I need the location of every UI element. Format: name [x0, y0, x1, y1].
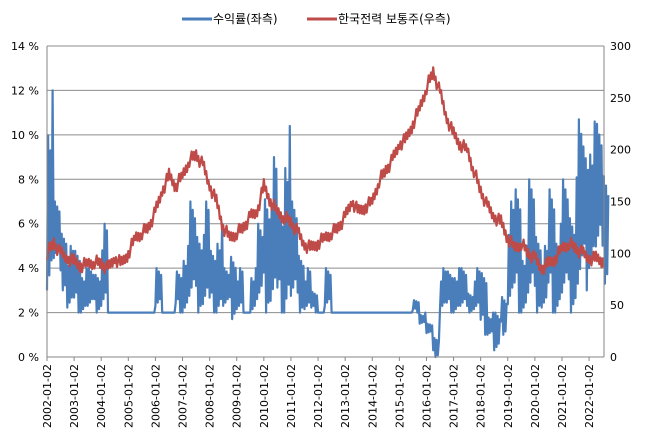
y-right-tick-label: 150	[610, 196, 631, 209]
y-right-tick-label: 0	[610, 351, 617, 364]
y-left-tick-label: 4 %	[18, 262, 39, 275]
x-tick-label: 2002-01-02	[41, 364, 54, 428]
x-tick-label: 2014-01-02	[366, 364, 379, 428]
x-tick-label: 2006-01-02	[149, 364, 162, 428]
x-tick-label: 2005-01-02	[122, 364, 135, 428]
x-tick-label: 2018-01-02	[475, 364, 488, 428]
x-tick-label: 2016-01-02	[420, 364, 433, 428]
y-left-tick-label: 12 %	[11, 84, 39, 97]
x-tick-label: 2007-01-02	[177, 364, 190, 428]
x-tick-label: 2010-01-02	[258, 364, 271, 428]
y-left-tick-label: 14 %	[11, 40, 39, 53]
y-left-tick-label: 10 %	[11, 129, 39, 142]
legend-label-returns: 수익률(좌측)	[213, 12, 278, 26]
y-right-tick-label: 100	[610, 247, 631, 260]
legend: 수익률(좌측) 한국전력 보통주(우측)	[182, 12, 451, 26]
x-tick-label: 2008-01-02	[204, 364, 217, 428]
returns-series-line	[45, 89, 610, 359]
y-left-tick-label: 6 %	[18, 218, 39, 231]
x-tick-label: 2020-01-02	[529, 364, 542, 428]
y-right-tick-label: 50	[610, 299, 624, 312]
x-tick-label: 2015-01-02	[393, 364, 406, 428]
legend-label-price: 한국전력 보통주(우측)	[338, 12, 451, 26]
y-right-tick-label: 250	[610, 92, 631, 105]
x-tick-label: 2021-01-02	[556, 364, 569, 428]
x-tick-label: 2009-01-02	[231, 364, 244, 428]
x-tick-label: 2003-01-02	[68, 364, 81, 428]
x-tick-label: 2022-01-02	[583, 364, 596, 428]
y-right-tick-label: 200	[610, 144, 631, 157]
x-tick-label: 2013-01-02	[339, 364, 352, 428]
y-left-tick-label: 8 %	[18, 173, 39, 186]
x-tick-label: 2011-01-02	[285, 364, 298, 428]
x-tick-label: 2004-01-02	[95, 364, 108, 428]
y-left-tick-label: 0 %	[18, 351, 39, 364]
axes: 0 %2 %4 %6 %8 %10 %12 %14 %0501001502002…	[11, 40, 631, 428]
y-left-tick-label: 2 %	[18, 307, 39, 320]
x-tick-label: 2019-01-02	[502, 364, 515, 428]
series-group	[45, 66, 610, 359]
x-tick-label: 2012-01-02	[312, 364, 325, 428]
x-tick-label: 2017-01-02	[448, 364, 461, 428]
price-series-line	[45, 66, 605, 276]
y-right-tick-label: 300	[610, 40, 631, 53]
